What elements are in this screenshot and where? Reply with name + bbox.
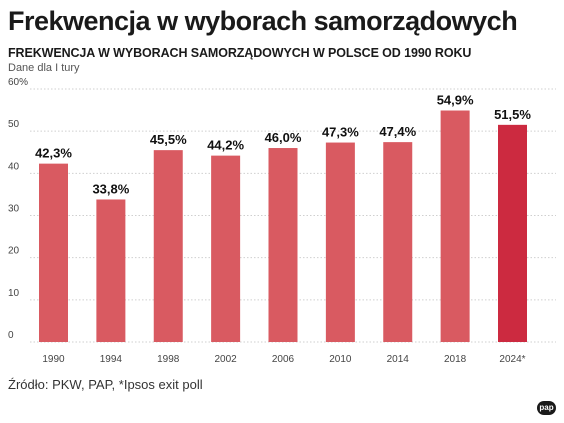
data-label: 51,5% bbox=[494, 107, 531, 122]
bar bbox=[39, 163, 68, 342]
y-tick-label: 60% bbox=[8, 77, 28, 88]
bar bbox=[153, 150, 183, 342]
x-tick-label: 1998 bbox=[157, 354, 180, 365]
page-title: Frekwencja w wyborach samorządowych bbox=[8, 6, 518, 36]
data-label: 44,2% bbox=[207, 138, 244, 153]
bar bbox=[440, 110, 470, 342]
bar bbox=[325, 142, 355, 342]
bar bbox=[383, 142, 413, 342]
x-tick-label: 1990 bbox=[42, 354, 65, 365]
data-label: 47,4% bbox=[379, 124, 416, 139]
chart-subtitle: FREKWENCJA W WYBORACH SAMORZĄDOWYCH W PO… bbox=[8, 46, 472, 60]
bar bbox=[211, 155, 241, 342]
y-tick-label: 20 bbox=[8, 246, 20, 257]
data-label: 46,0% bbox=[265, 130, 302, 145]
data-label: 42,3% bbox=[35, 146, 72, 161]
y-tick-label: 50 bbox=[8, 119, 20, 130]
x-tick-label: 1994 bbox=[100, 354, 123, 365]
x-tick-label: 2006 bbox=[272, 354, 295, 365]
y-tick-label: 0 bbox=[8, 330, 14, 341]
bar bbox=[268, 148, 298, 342]
source-note: Źródło: PKW, PAP, *Ipsos exit poll bbox=[8, 377, 203, 392]
x-tick-label: 2024* bbox=[499, 354, 525, 365]
data-label: 45,5% bbox=[150, 132, 187, 147]
chart-note: Dane dla I tury bbox=[8, 62, 80, 74]
y-tick-label: 10 bbox=[8, 288, 20, 299]
data-label: 54,9% bbox=[437, 93, 474, 108]
data-label: 33,8% bbox=[92, 181, 129, 196]
bar bbox=[96, 199, 126, 342]
x-tick-label: 2018 bbox=[444, 354, 467, 365]
y-tick-label: 30 bbox=[8, 204, 20, 215]
pap-logo: pap bbox=[537, 401, 556, 415]
bar bbox=[498, 124, 527, 342]
x-tick-label: 2010 bbox=[329, 354, 352, 365]
x-tick-label: 2002 bbox=[215, 354, 238, 365]
y-tick-label: 40 bbox=[8, 161, 20, 172]
data-label: 47,3% bbox=[322, 125, 359, 140]
x-tick-label: 2014 bbox=[387, 354, 410, 365]
